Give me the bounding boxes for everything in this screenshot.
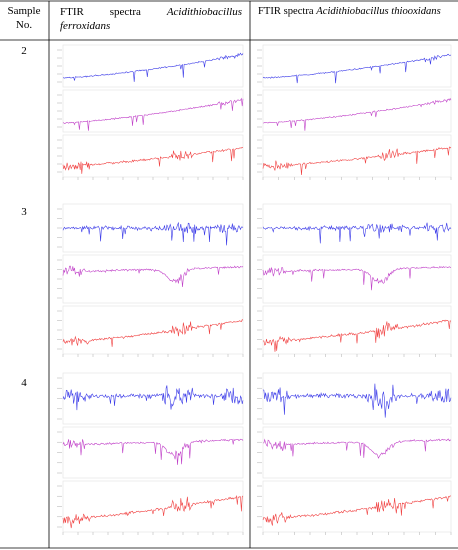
spectrum-frame [62,305,244,355]
header-label: FTIR spectra [60,6,141,18]
spectrum-line [62,221,244,246]
spectrum-frame [262,134,452,178]
header-sample: Sample No. [7,5,41,31]
spectrum-frame [62,89,244,133]
spectrum-frame [62,134,244,178]
spectrum-line [62,265,244,288]
header-column: FTIR spectra Acidithiobacillus thiooxida… [258,5,458,19]
spectrum-line [263,97,452,131]
header-species: Acidithiobacillus ferroxidans [60,6,242,32]
header-column: FTIR spectra Acidithiobacillus ferroxida… [60,5,242,33]
spectrum-frame [262,426,452,479]
spectrum-frame [62,372,244,425]
sample-number: 3 [21,206,27,218]
spectrum-frame [62,254,244,304]
spectrum-frame [262,44,452,88]
spectrum-frame [262,305,452,355]
spectrum-line [262,222,452,244]
spectrum-line [262,383,452,418]
spectrum-line [62,385,244,411]
sample-number: 4 [21,377,27,389]
spectrum-frame [262,372,452,425]
header-label: FTIR spectra [258,6,314,17]
spectrum-line [262,438,452,459]
spectrum-frame [262,254,452,304]
spectrum-frame [262,89,452,133]
spectrum-line [62,438,244,465]
spectrum-line [62,318,244,347]
spectrum-frame [62,44,244,88]
spectrum-frame [62,203,244,253]
spectrum-frame [62,426,244,479]
spectrum-line [62,97,244,131]
spectrum-line [262,265,452,291]
spectrum-frame [262,480,452,533]
spectrum-line [262,495,452,526]
sample-number: 2 [21,45,27,57]
spectrum-frame [262,203,452,253]
spectrum-line [62,494,244,529]
spectrum-line [62,147,243,174]
spectrum-frame [62,480,244,533]
header-species: Acidithiobacillus thiooxidans [316,6,441,17]
spectrum-line [263,319,452,352]
spectrum-line [262,53,452,84]
spectrum-line [262,146,452,176]
spectrum-line [63,52,244,82]
